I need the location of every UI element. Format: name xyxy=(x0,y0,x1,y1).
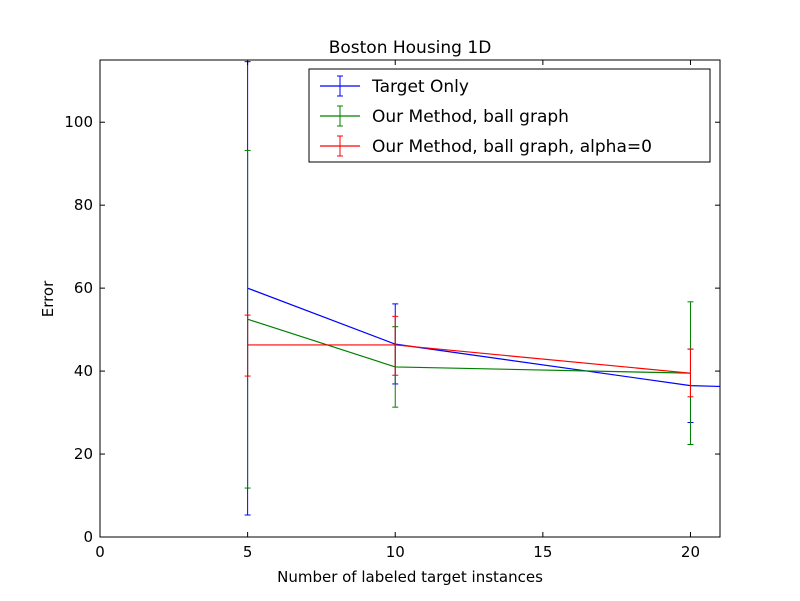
x-tick-label: 15 xyxy=(533,543,552,561)
y-tick-label: 0 xyxy=(83,528,93,546)
series-group xyxy=(244,61,720,516)
chart-title: Boston Housing 1D xyxy=(329,38,492,58)
plot-frame xyxy=(99,59,721,538)
y-tick-label: 80 xyxy=(74,196,93,214)
legend-box xyxy=(308,68,711,163)
x-tick-label: 0 xyxy=(95,543,105,561)
x-tick-label: 20 xyxy=(681,543,700,561)
x-tick-label: 5 xyxy=(243,543,253,561)
y-tick-label: 100 xyxy=(64,113,93,131)
x-axis-label: Number of labeled target instances xyxy=(277,568,543,586)
plot-area xyxy=(244,61,720,516)
legend-label-2: Our Method, ball graph xyxy=(372,107,569,127)
legend-label-3: Our Method, ball graph, alpha=0 xyxy=(372,137,652,157)
legend-label-1: Target Only xyxy=(371,77,469,97)
y-tick-label: 20 xyxy=(74,445,93,463)
x-tick-label: 10 xyxy=(386,543,405,561)
legend: Target Only Our Method, ball graph Our Met… xyxy=(308,68,711,163)
y-tick-label: 60 xyxy=(74,279,93,297)
axes-ticks: 0 5 10 15 20 0 20 40 60 80 100 xyxy=(64,60,720,561)
y-tick-label: 40 xyxy=(74,362,93,380)
y-axis-label: Error xyxy=(39,280,57,317)
series-line-1 xyxy=(247,287,720,388)
